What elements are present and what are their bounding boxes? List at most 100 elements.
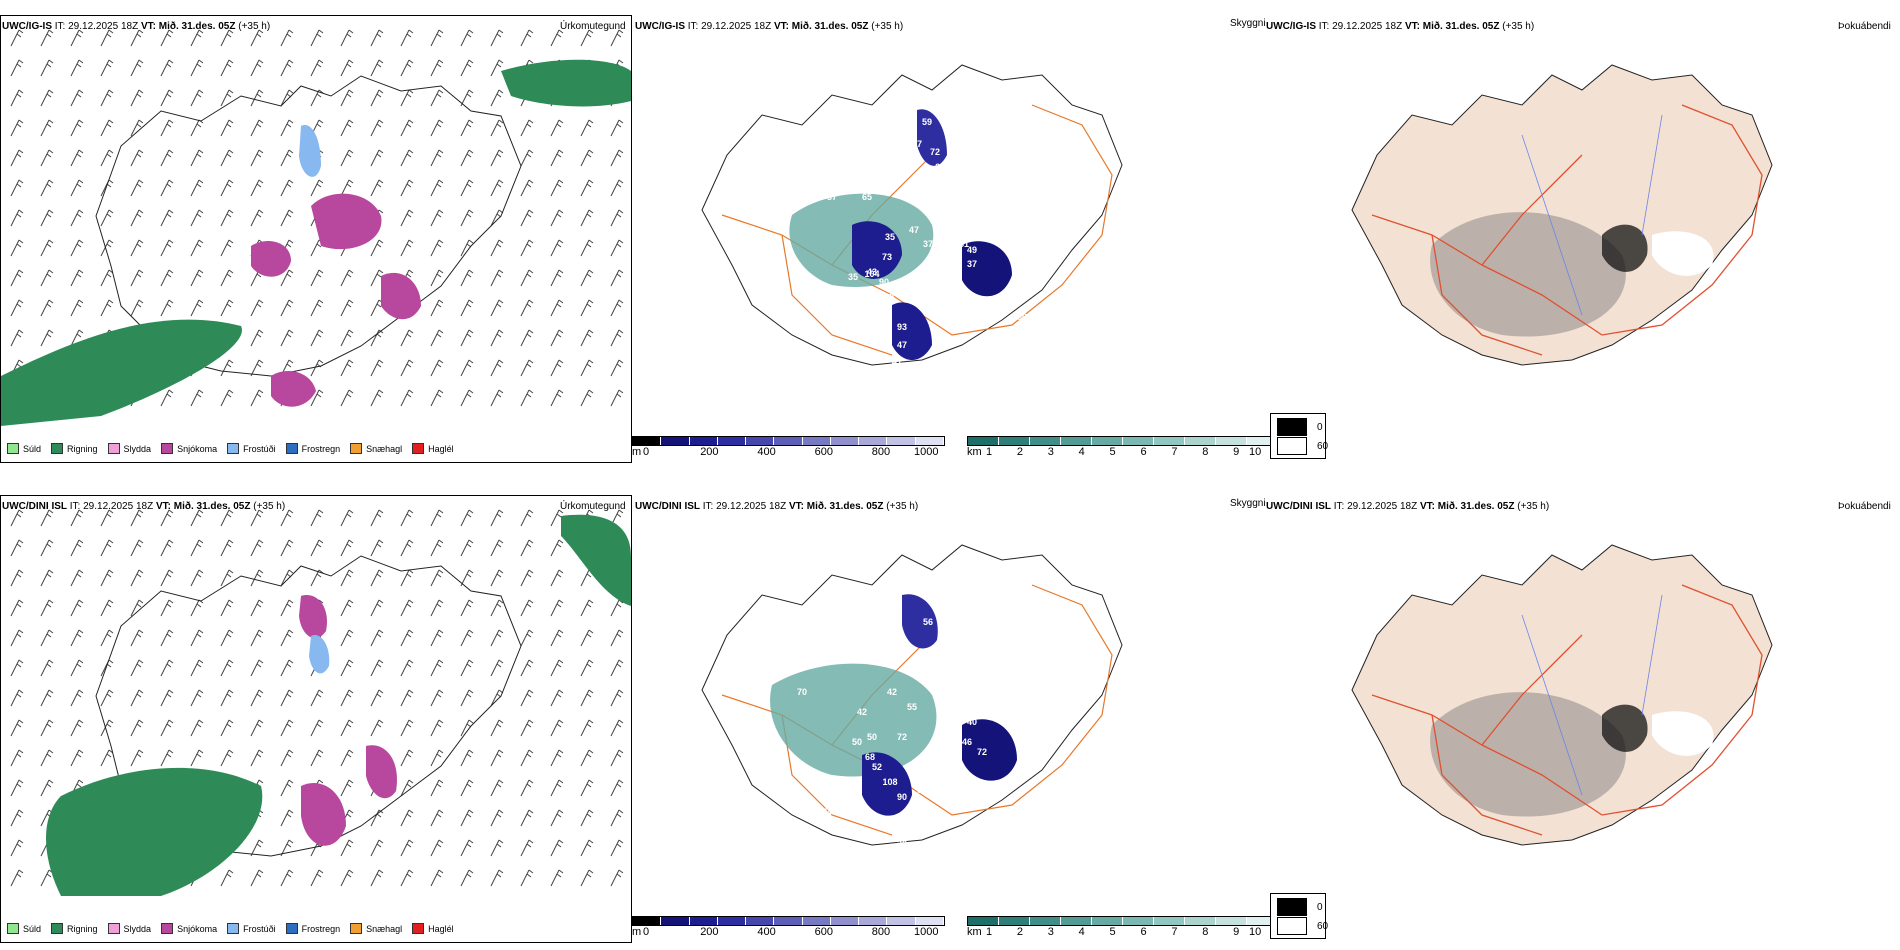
ceiling-blob (917, 109, 947, 166)
wind-barb (490, 509, 504, 527)
wind-barb (460, 239, 474, 257)
wind-barb (430, 749, 444, 767)
ceiling-value-label: 37 (923, 239, 933, 249)
wind-barb (220, 359, 234, 377)
wind-barb (190, 179, 204, 197)
wind-barb (190, 509, 204, 527)
wind-barb (40, 239, 54, 257)
wind-barb (220, 569, 234, 587)
wind-barb (10, 299, 24, 317)
colorbar-unit: m (632, 446, 642, 458)
wind-barb (580, 719, 594, 737)
wind-barb (340, 839, 354, 857)
wind-barb (370, 599, 384, 617)
wind-barb (580, 149, 594, 167)
ceiling-value-label: 59 (922, 117, 932, 127)
wind-barb (400, 149, 414, 167)
wind-barb (280, 629, 294, 647)
colorbar-tick: 5 (1109, 926, 1116, 938)
wind-barb (220, 299, 234, 317)
wind-barb (130, 599, 144, 617)
wind-barb (190, 299, 204, 317)
precip-legend-label: Haglél (428, 443, 454, 454)
ceiling-value-label: 93 (917, 785, 927, 795)
wind-barb (70, 89, 84, 107)
wind-barb (10, 839, 24, 857)
wind-barb (280, 59, 294, 77)
wind-barb (190, 659, 204, 677)
wind-barb (160, 659, 174, 677)
wind-barb (580, 689, 594, 707)
wind-barb (490, 749, 504, 767)
colorbar-segment (1123, 917, 1154, 925)
wind-barb (130, 269, 144, 287)
wind-barb (10, 29, 24, 47)
wind-barb (430, 599, 444, 617)
iceland-land (1351, 544, 1773, 846)
wind-barb (310, 749, 324, 767)
wind-barb (490, 239, 504, 257)
wind-barb (490, 29, 504, 47)
wind-barb (340, 569, 354, 587)
wind-barb (340, 539, 354, 557)
wind-barb (40, 209, 54, 227)
wind-barb (10, 659, 24, 677)
ceiling-value-label: 50 (867, 732, 877, 742)
precip-legend-label: Rigning (67, 443, 98, 454)
wind-barb (100, 539, 114, 557)
colorbar-segment (859, 917, 888, 925)
colorbar-tick: 8 (1202, 926, 1209, 938)
colorbar-segment (830, 917, 860, 925)
colorbar-segment (689, 437, 718, 445)
wind-barb (610, 809, 624, 827)
wind-barb (400, 719, 414, 737)
precip-legend-swatch (285, 923, 298, 934)
fog-legend: 0 60 (1270, 893, 1328, 939)
wind-barb (220, 869, 234, 887)
fog-label-bottom: Þokuábendi (1838, 501, 1891, 512)
wind-barb (310, 509, 324, 527)
wind-barb (100, 719, 114, 737)
visibility-label-bottom: Skyggni (1230, 498, 1266, 509)
wind-barb (250, 29, 264, 47)
wind-barb (400, 599, 414, 617)
colorbar-segment (1030, 917, 1061, 925)
wind-barb (370, 629, 384, 647)
ceiling-value-label: 72 (897, 732, 907, 742)
wind-barb (430, 509, 444, 527)
wind-barb (10, 569, 24, 587)
ceiling-value-label: 58 (927, 587, 937, 597)
wind-barb (70, 29, 84, 47)
wind-barb (520, 179, 534, 197)
fog-panel-top: 0 60 (1262, 15, 1900, 463)
wind-barb (130, 629, 144, 647)
wind-barb (460, 539, 474, 557)
wind-barb (40, 569, 54, 587)
wind-barb (520, 239, 534, 257)
colorbar-segment (802, 917, 831, 925)
colorbar-segment (968, 437, 999, 445)
ceiling-value-label: 90 (879, 277, 889, 287)
wind-barb (70, 749, 84, 767)
wind-barb (370, 119, 384, 137)
fog-shade (1652, 711, 1714, 756)
wind-barb (10, 59, 24, 77)
wind-barb (250, 659, 264, 677)
wind-barb (70, 689, 84, 707)
wind-barb (460, 269, 474, 287)
wind-barb (610, 869, 624, 887)
wind-barb (610, 839, 624, 857)
wind-barb (70, 269, 84, 287)
wind-barb (550, 509, 564, 527)
precip-legend-item: Frostúði (227, 443, 276, 454)
wind-barb (220, 209, 234, 227)
wind-barb (40, 179, 54, 197)
colorbar-tick: 4 (1078, 446, 1085, 458)
wind-barb (220, 659, 234, 677)
wind-barb (550, 179, 564, 197)
precip-legend-item: Frostregn (285, 443, 340, 454)
wind-barb (460, 149, 474, 167)
wind-barb (70, 539, 84, 557)
wind-barb (520, 119, 534, 137)
